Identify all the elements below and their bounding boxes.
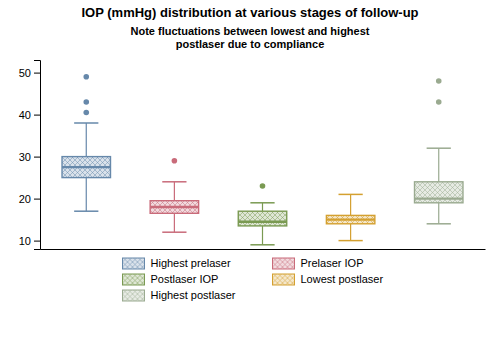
y-tick-label: 40 [19, 109, 31, 121]
whisker-high [174, 182, 175, 201]
plot: 10 20 30 40 50 [19, 61, 486, 250]
box [62, 157, 110, 178]
y-tick-label: 10 [19, 235, 31, 247]
box [415, 182, 463, 203]
legend-label: Prelaser IOP [301, 257, 364, 269]
marks [62, 74, 463, 245]
flier [83, 110, 89, 116]
y-tick: 30 [19, 151, 40, 163]
box [238, 211, 286, 226]
legend-swatch [123, 258, 145, 269]
x-axis-line [41, 249, 486, 250]
flier [260, 183, 266, 189]
box-group [150, 158, 198, 232]
box-group [238, 183, 286, 245]
box-group [415, 78, 463, 224]
y-tick: 10 [19, 235, 40, 247]
legend-label: Postlaser IOP [151, 273, 219, 285]
subtitle: Note fluctuations between lowest and hig… [131, 25, 370, 50]
whisker-cap-low [250, 244, 274, 246]
y-axis: 10 20 30 40 50 [19, 61, 41, 250]
whisker-cap-high [339, 194, 363, 196]
flier [83, 74, 89, 80]
y-tick-label: 50 [19, 67, 31, 79]
y-tick-mark [34, 241, 40, 242]
whisker-high [86, 123, 87, 157]
whisker-low [86, 178, 87, 212]
flier [436, 78, 442, 84]
whisker-high [262, 203, 263, 211]
whisker-cap-high [427, 147, 451, 149]
whisker-cap-low [427, 223, 451, 225]
legend-item: Highest prelaser [123, 257, 231, 269]
legend-swatch [273, 258, 295, 269]
y-tick-mark [34, 199, 40, 200]
flier [436, 99, 442, 105]
median [326, 218, 374, 220]
whisker-cap-low [162, 231, 186, 233]
y-tick: 20 [19, 193, 40, 205]
y-tick-label: 30 [19, 151, 31, 163]
flier [172, 158, 178, 164]
median [150, 206, 198, 208]
legend-swatch [123, 274, 145, 285]
y-tick: 40 [19, 109, 40, 121]
whisker-cap-high [74, 122, 98, 124]
y-tick: 50 [19, 67, 40, 79]
legend-item: Highest postlaser [123, 289, 236, 301]
whisker-high [350, 194, 351, 215]
legend-swatch [123, 290, 145, 301]
whisker-low [438, 203, 439, 224]
flier [83, 99, 89, 105]
y-tick-mark [34, 73, 40, 74]
legend-label: Highest postlaser [151, 289, 236, 301]
whisker-cap-low [74, 210, 98, 212]
title: IOP (mmHg) distribution at various stage… [81, 5, 418, 20]
median [238, 220, 286, 222]
whisker-low [262, 226, 263, 245]
whisker-cap-low [339, 240, 363, 242]
chart: IOP (mmHg) distribution at various stage… [0, 0, 500, 341]
x-axis [41, 249, 486, 250]
legend-swatch [273, 274, 295, 285]
legend-item: Postlaser IOP [123, 273, 219, 285]
whisker-low [174, 213, 175, 232]
whisker-high [438, 148, 439, 182]
whisker-low [350, 224, 351, 241]
legend: Highest prelaser Prelaser IOP Postlaser IO… [123, 257, 384, 301]
y-axis-line [34, 61, 41, 250]
y-tick-mark [34, 157, 40, 158]
whisker-cap-high [162, 181, 186, 183]
box-group [62, 74, 110, 211]
box [150, 201, 198, 214]
box [326, 215, 374, 223]
median [415, 197, 463, 199]
y-tick-mark [34, 115, 40, 116]
legend-label: Highest prelaser [151, 257, 231, 269]
whisker-cap-high [250, 202, 274, 204]
box-group [326, 194, 374, 240]
y-tick-label: 20 [19, 193, 31, 205]
median [62, 166, 110, 168]
legend-label: Lowest postlaser [301, 273, 384, 285]
legend-item: Lowest postlaser [273, 273, 384, 285]
legend-item: Prelaser IOP [273, 257, 364, 269]
